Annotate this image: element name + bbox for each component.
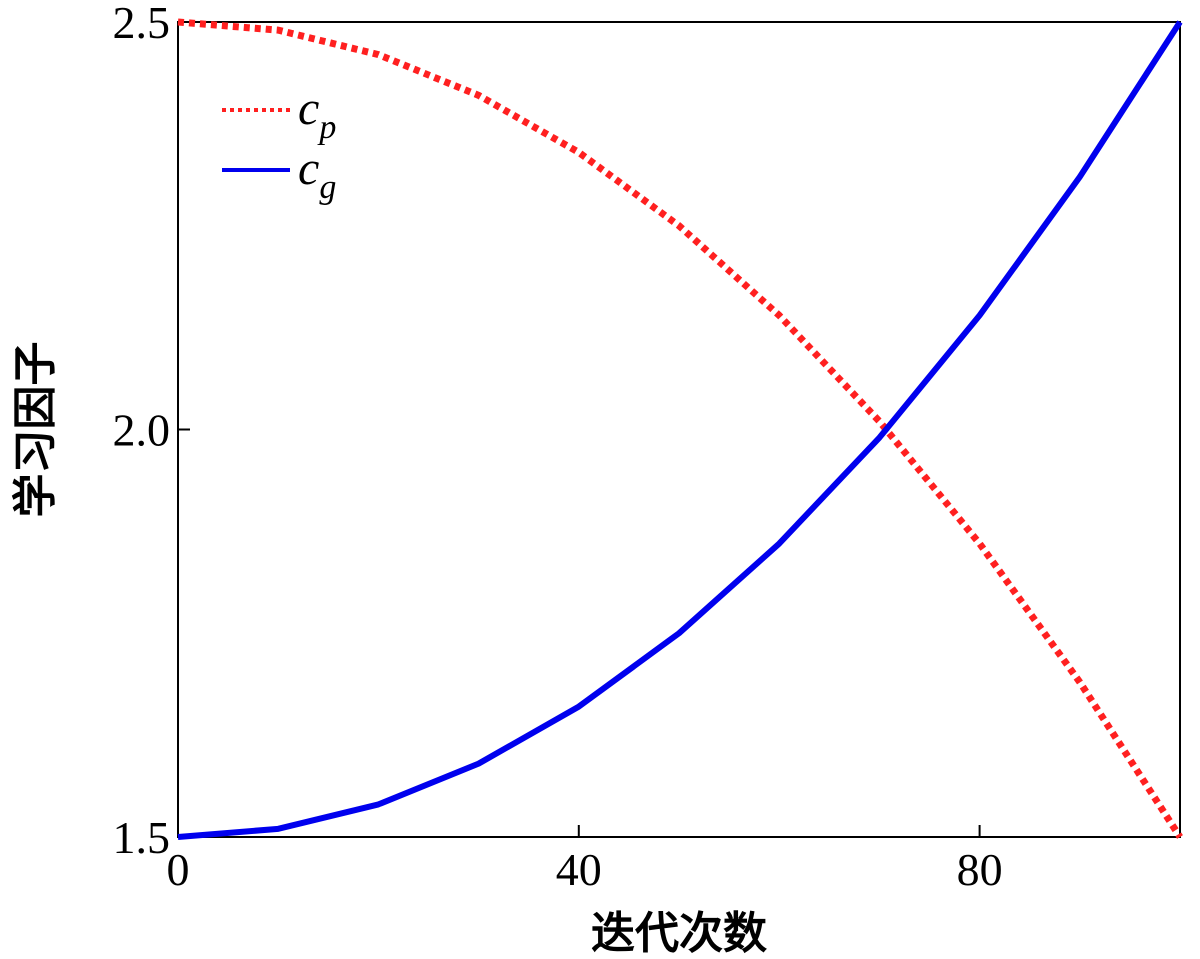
series-line-cp <box>177 18 1183 839</box>
x-tick-label: 80 <box>957 844 1003 895</box>
x-tick-label: 40 <box>556 844 602 895</box>
y-tick-label: 2.5 <box>113 0 171 48</box>
legend-label-cp: cp <box>298 82 336 146</box>
series-lines <box>177 18 1183 840</box>
y-tick-label: 2.0 <box>113 405 171 456</box>
y-axis-title: 学习因子 <box>10 342 61 518</box>
y-tick-label: 1.5 <box>113 812 171 863</box>
x-tick-label: 0 <box>167 844 190 895</box>
series-line-cg <box>177 20 1183 840</box>
legend-label-cg: cg <box>298 142 336 206</box>
axes: 0 40 80 1.5 2.0 2.5 <box>113 0 1181 895</box>
x-axis-title: 迭代次数 <box>591 908 767 959</box>
